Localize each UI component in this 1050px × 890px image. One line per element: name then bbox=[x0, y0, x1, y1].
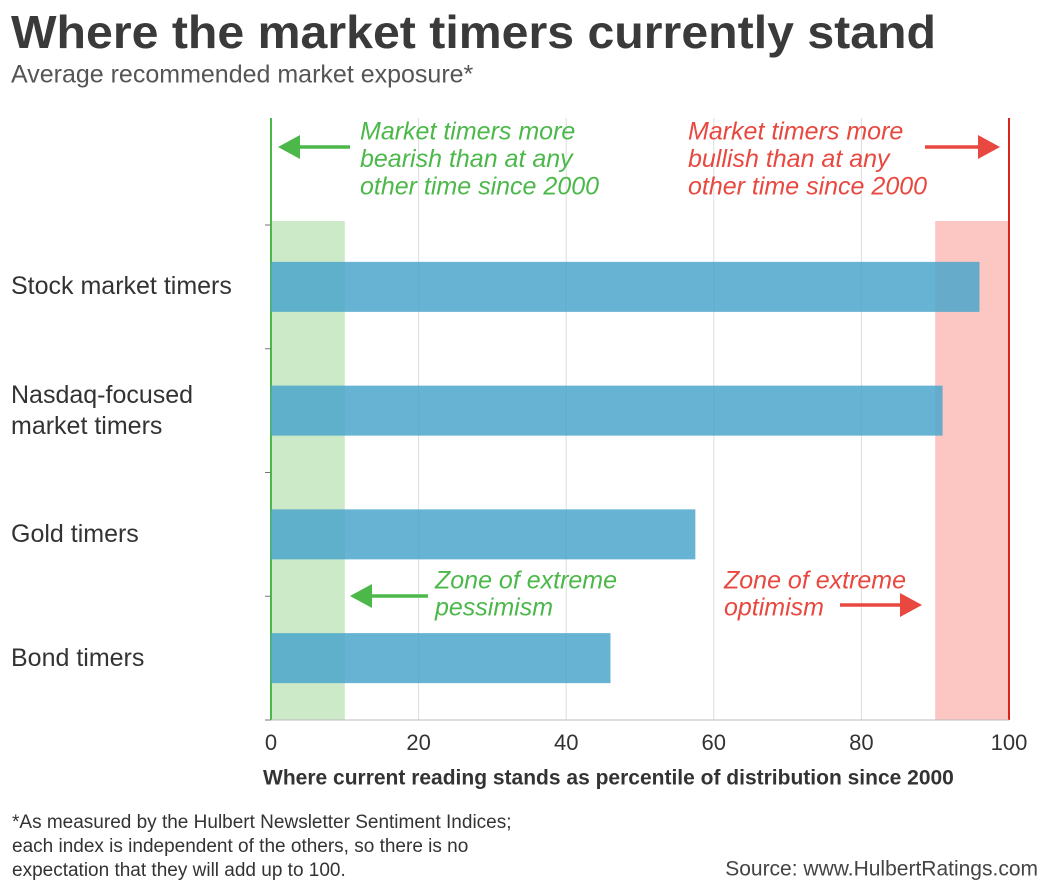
y-tick-label: Bond timers bbox=[11, 643, 145, 672]
chart-title: Where the market timers currently stand bbox=[11, 6, 936, 58]
zone-label: Zone of extreme bbox=[723, 567, 906, 595]
annotation: other time since 2000 bbox=[360, 173, 599, 201]
x-tick-label: 0 bbox=[265, 730, 277, 755]
bar bbox=[271, 261, 980, 312]
annotation: Market timers more bbox=[688, 118, 903, 146]
source: Source: www.HulbertRatings.com bbox=[725, 858, 1038, 881]
zone-label: pessimism bbox=[434, 594, 553, 622]
chart-subtitle: Average recommended market exposure* bbox=[11, 61, 474, 89]
y-tick-label: Stock market timers bbox=[11, 272, 232, 301]
bar bbox=[271, 633, 611, 684]
annotation: other time since 2000 bbox=[688, 173, 927, 201]
bar bbox=[271, 385, 943, 436]
zone-label: optimism bbox=[724, 594, 824, 622]
arrows bbox=[278, 135, 1000, 617]
x-tick-label: 20 bbox=[406, 730, 430, 755]
x-tick-label: 100 bbox=[991, 730, 1028, 755]
x-axis-label: Where current reading stands as percenti… bbox=[263, 767, 954, 790]
bar bbox=[271, 509, 696, 560]
plot: 0 20 40 60 80 100 bbox=[265, 118, 1027, 755]
x-tick-label: 80 bbox=[849, 730, 873, 755]
y-tick-label: Gold timers bbox=[11, 519, 139, 548]
footnote: *As measured by the Hulbert Newsletter S… bbox=[12, 812, 512, 833]
annotation: bullish than at any bbox=[688, 145, 891, 173]
zone-label: Zone of extreme bbox=[434, 567, 617, 595]
x-tick-label: 40 bbox=[554, 730, 578, 755]
annotation: bearish than at any bbox=[360, 145, 574, 173]
y-tick-label: Nasdaq-focused market timers bbox=[11, 380, 194, 440]
footnote: each index is independent of the others,… bbox=[12, 836, 468, 857]
footnote: expectation that they will add up to 100… bbox=[12, 860, 346, 881]
x-tick-label: 60 bbox=[702, 730, 726, 755]
annotation: Market timers more bbox=[360, 118, 575, 146]
